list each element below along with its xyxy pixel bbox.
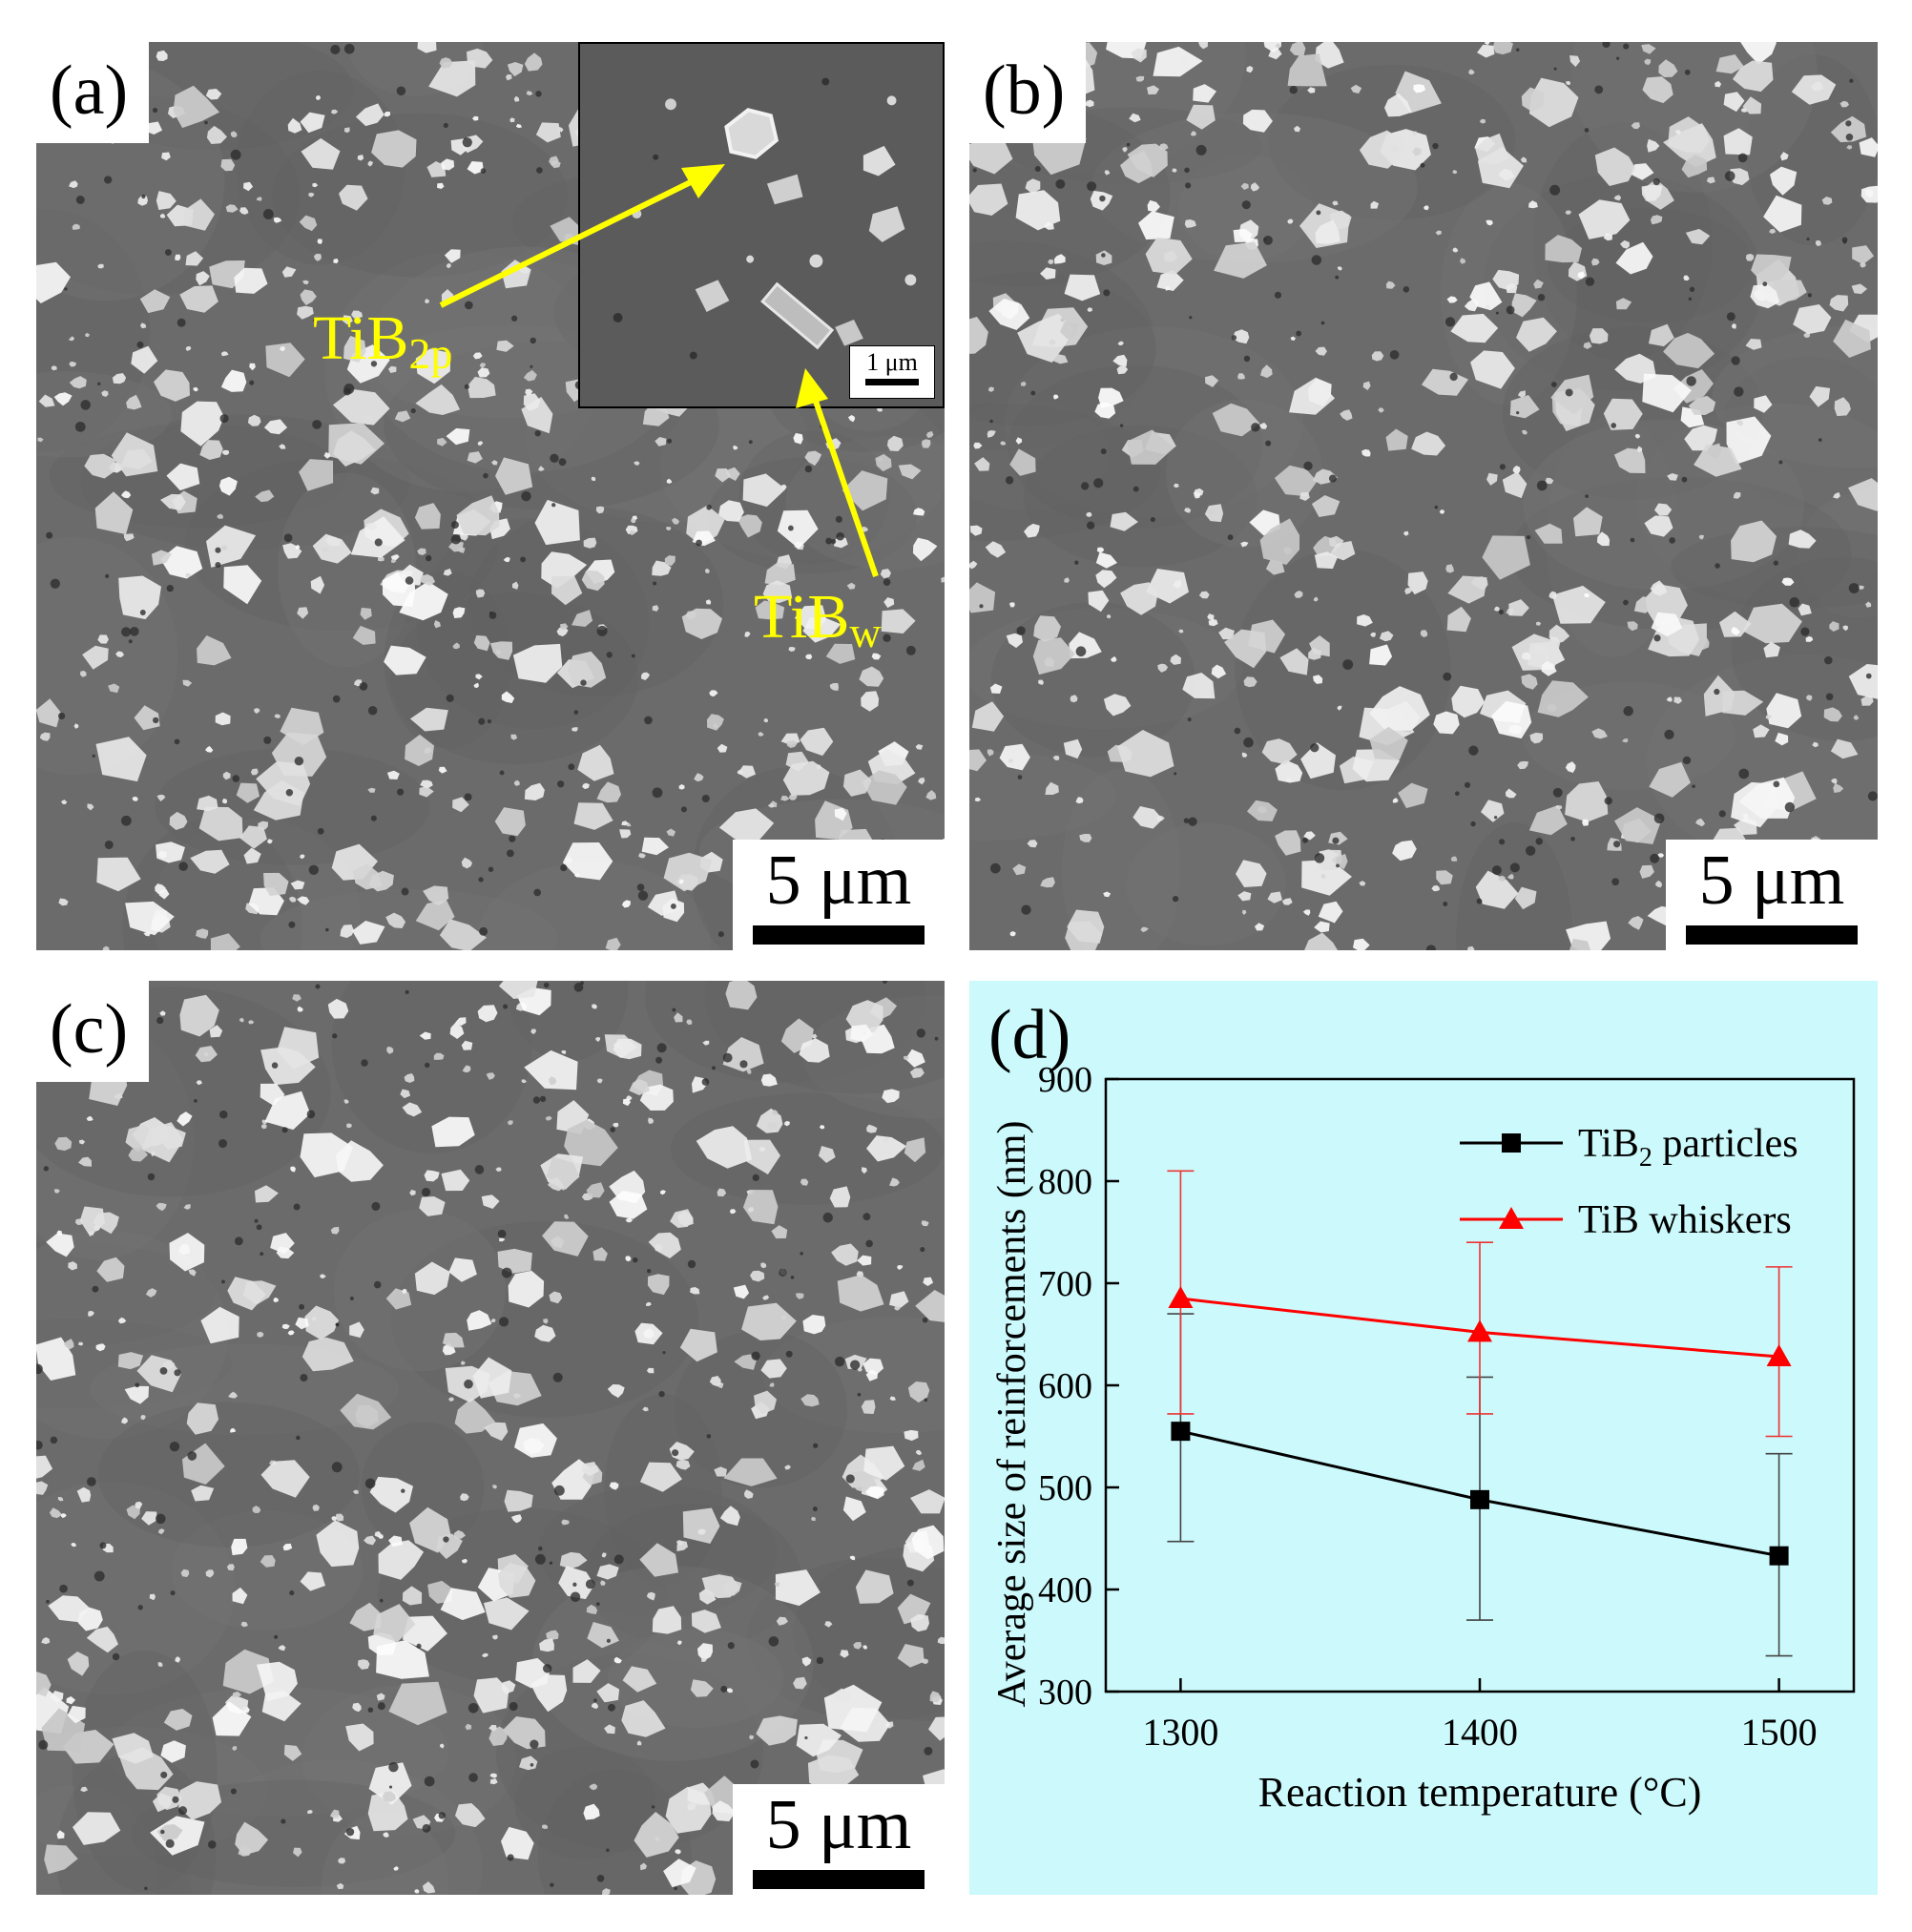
scale-bar-line-c <box>753 1870 925 1889</box>
legend-label: TiB whiskers <box>1578 1198 1792 1242</box>
inset-scale-bar-label: 1 μm <box>866 348 918 376</box>
y-tick-label: 300 <box>1038 1672 1092 1713</box>
scale-bar-c: 5 μm <box>733 1784 945 1895</box>
sem-micrograph-b <box>969 42 1878 950</box>
annotation-arrows <box>439 164 879 577</box>
y-tick-label: 400 <box>1038 1570 1092 1610</box>
inset-micrograph: 1 μm <box>578 42 945 408</box>
panel-label-c: (c) <box>36 981 150 1082</box>
chart-panel-d: (d) 300 400 500 600 700 800 900 1300 1400 1500 Rea… <box>969 981 1878 1895</box>
y-tick-label: 900 <box>1038 1060 1092 1100</box>
annotation-tib2p: TiB2p <box>313 303 453 378</box>
sem-micrograph-c <box>36 981 945 1895</box>
y-tick-label: 600 <box>1038 1366 1092 1406</box>
data-point <box>1766 1344 1792 1367</box>
panel-label-b: (b) <box>969 42 1087 143</box>
scale-bar-b: 5 μm <box>1666 840 1878 950</box>
scale-bar-line-b <box>1686 925 1858 945</box>
x-axis-label: Reaction temperature (°C) <box>1258 1769 1702 1816</box>
scale-bar-label-a: 5 μm <box>765 841 912 920</box>
inset-scale-bar-line <box>865 379 919 385</box>
scale-bar-label-c: 5 μm <box>765 1786 912 1864</box>
scale-bar-a: 5 μm <box>733 840 945 950</box>
legend-marker <box>1502 1133 1521 1153</box>
legend-entry-tib2-particles: TiB2 particles <box>1460 1122 1798 1173</box>
data-point <box>1769 1546 1789 1566</box>
y-axis-label: Average size of reinforcements (nm) <box>990 1121 1034 1708</box>
legend-label: TiB2 particles <box>1578 1122 1798 1173</box>
legend-marker <box>1499 1207 1524 1229</box>
series-tib-whiskers <box>1167 1170 1793 1438</box>
scale-bar-line-a <box>753 925 925 945</box>
x-tick-label: 1400 <box>1442 1711 1518 1754</box>
legend-entry-tib-whiskers: TiB whiskers <box>1460 1198 1792 1242</box>
y-tick-label: 500 <box>1038 1468 1092 1508</box>
data-point <box>1168 1286 1194 1309</box>
sem-panel-b: (b) 5 μm <box>969 42 1878 950</box>
panel-label-d: (d) <box>988 996 1071 1074</box>
y-tick-label: 800 <box>1038 1162 1092 1202</box>
x-tick-label: 1300 <box>1142 1711 1218 1754</box>
inset-texture <box>613 77 917 360</box>
annotation-tibw: TiBw <box>754 582 882 656</box>
x-tick-label: 1500 <box>1741 1711 1818 1754</box>
data-point <box>1467 1319 1492 1342</box>
data-point <box>1470 1489 1489 1509</box>
size-vs-temperature-chart: 300 400 500 600 700 800 900 1300 1400 1500 Reactio… <box>990 1060 1856 1816</box>
sem-panel-a: (a) 1 μm TiB2p TiBw 5 μm <box>36 42 945 950</box>
scale-bar-label-b: 5 μm <box>1698 841 1845 920</box>
inset-scale-bar: 1 μm <box>849 345 935 399</box>
series-tib2-particles <box>1167 1313 1793 1657</box>
y-tick-label: 700 <box>1038 1264 1092 1304</box>
panel-label-a: (a) <box>36 42 150 143</box>
data-point <box>1171 1422 1191 1442</box>
sem-panel-c: (c) 5 μm <box>36 981 945 1895</box>
